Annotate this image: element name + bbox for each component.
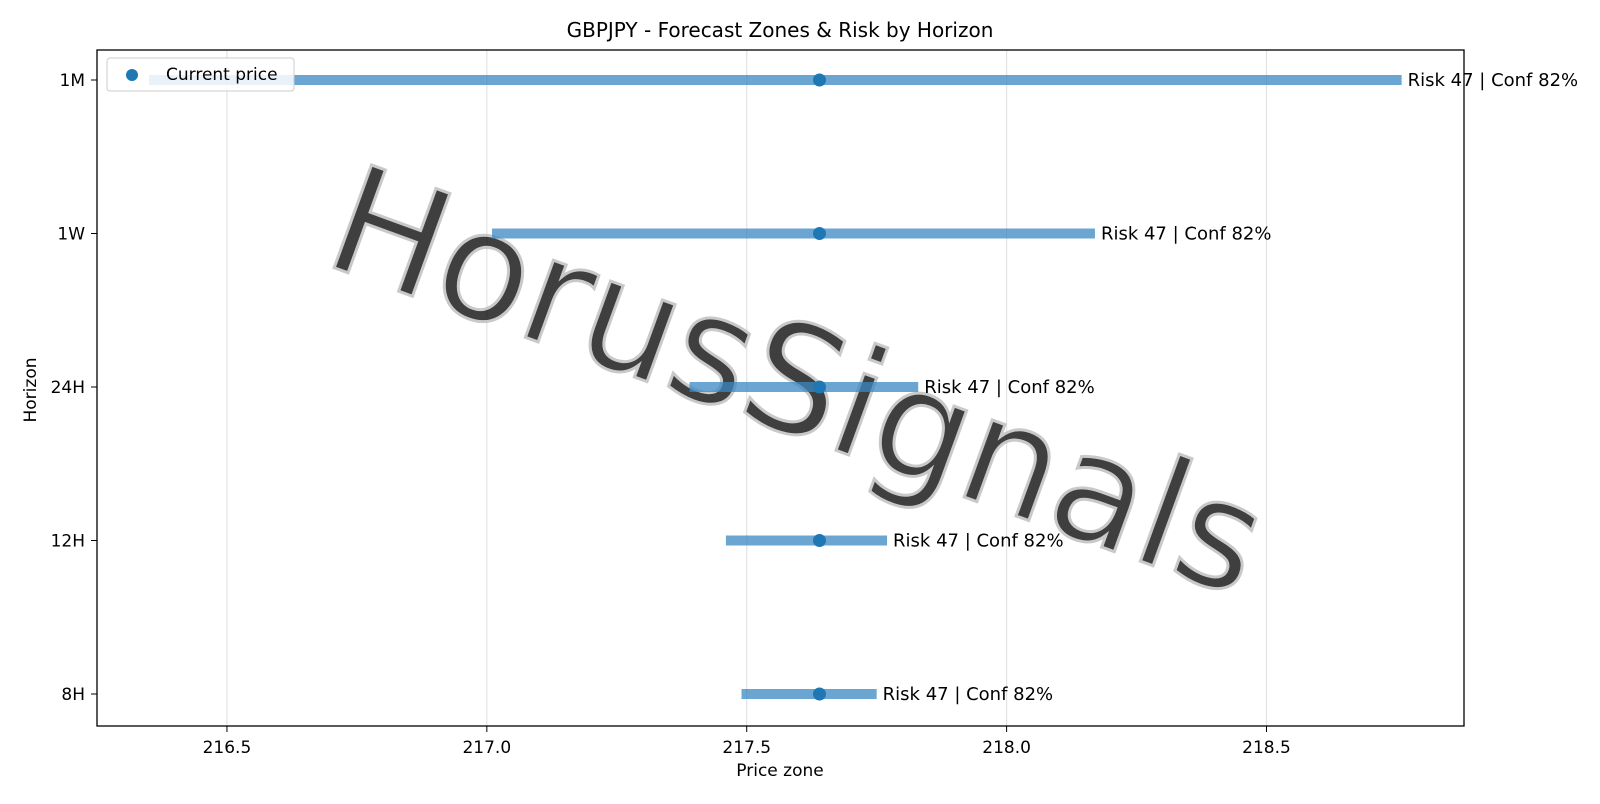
y-tick-label: 12H <box>51 532 85 552</box>
x-tick-label: 217.5 <box>722 738 771 758</box>
risk-annotation: Risk 47 | Conf 82% <box>1101 224 1272 245</box>
y-axis-label: Horizon <box>21 358 41 423</box>
chart-title: GBPJPY - Forecast Zones & Risk by Horizo… <box>567 18 994 42</box>
legend-box <box>106 57 295 92</box>
y-tick-label: 1W <box>57 225 85 245</box>
current-price-point <box>812 227 826 240</box>
x-tick-label: 218.5 <box>1242 738 1291 758</box>
y-tick-label: 8H <box>61 685 85 705</box>
y-axis-ticks: 1M 1W 24H 12H 8H <box>51 71 97 705</box>
legend-label: Current price <box>166 65 278 85</box>
x-tick-label: 216.5 <box>203 738 252 758</box>
y-tick-label: 1M <box>60 71 85 91</box>
legend: Current price <box>106 57 295 92</box>
risk-annotation: Risk 47 | Conf 82% <box>1408 70 1579 91</box>
legend-marker <box>126 69 138 81</box>
plot-frame <box>96 49 1465 727</box>
risk-annotation: Risk 47 | Conf 82% <box>893 531 1064 552</box>
current-price-point <box>812 687 826 701</box>
x-axis-ticks: 216.5 217.0 217.5 218.0 218.5 <box>203 726 1291 758</box>
current-price-points <box>812 73 826 701</box>
current-price-point <box>812 534 826 547</box>
risk-annotation: Risk 47 | Conf 82% <box>924 377 1094 398</box>
risk-annotation: Risk 47 | Conf 82% <box>883 684 1053 705</box>
x-tick-label: 217.0 <box>462 738 511 758</box>
risk-annotations: Risk 47 | Conf 82% Risk 47 | Conf 82% Risk… <box>883 70 1578 705</box>
x-axis-label: Price zone <box>736 761 823 781</box>
x-tick-label: 218.0 <box>982 738 1031 758</box>
forecast-zones <box>148 75 1402 699</box>
y-tick-label: 24H <box>51 378 85 398</box>
current-price-point <box>812 380 826 394</box>
current-price-point <box>812 73 826 87</box>
